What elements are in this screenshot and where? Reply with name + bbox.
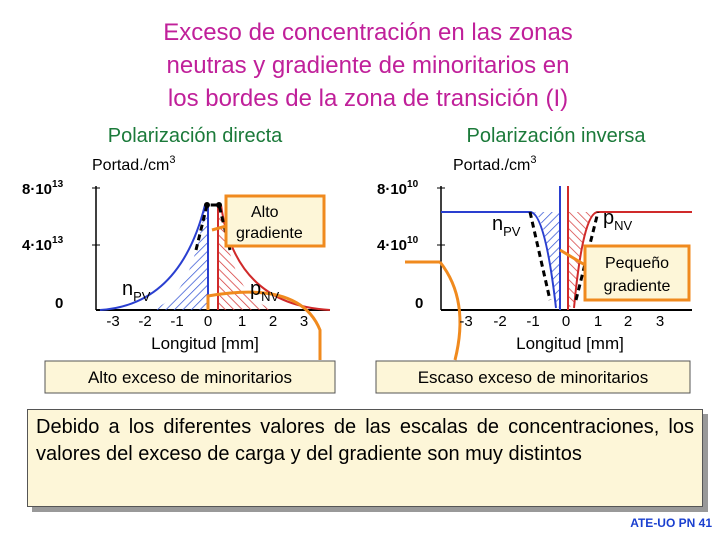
x-tick-label: -3	[106, 313, 119, 330]
title-line: Exceso de concentración en las zonas	[163, 19, 573, 46]
x-ticks: -3 -2 -1 0 1 2 3	[459, 313, 664, 330]
summary-box	[375, 360, 691, 394]
x-axis-label: Longitud [mm]	[151, 334, 259, 353]
footer: ATE-UO PN 41	[630, 516, 712, 530]
x-tick-label: 2	[269, 313, 277, 330]
x-ticks: -3 -2 -1 0 1 2 3	[106, 313, 308, 330]
panel-heading: Polarización inversa	[467, 125, 647, 147]
unit-text: Portad./cm	[453, 157, 530, 174]
tick-exp: 10	[407, 179, 419, 190]
series-label: nPV	[492, 213, 521, 239]
x-tick-label: 3	[300, 313, 308, 330]
unit-label: Portad./cm3	[92, 154, 175, 174]
y-tick-label: 0	[415, 295, 423, 312]
callout-box	[224, 194, 326, 248]
dot	[216, 202, 222, 208]
hatched-area	[150, 205, 208, 310]
title: Exceso de concentración en las zonas neu…	[163, 19, 573, 112]
x-tick-label: -1	[526, 313, 539, 330]
label-sub: NV	[614, 218, 632, 233]
title-line: los bordes de la zona de transición (I)	[168, 85, 568, 112]
x-tick-label: -2	[493, 313, 506, 330]
connector	[206, 290, 322, 360]
dot	[204, 202, 210, 208]
label-base: n	[492, 213, 503, 235]
series-label: pNV	[603, 207, 633, 233]
tick-exp: 13	[52, 235, 64, 246]
series-label: pNV	[250, 278, 280, 304]
y-tick-label: 8·1010	[377, 179, 419, 198]
y-tick-label: 0	[55, 295, 63, 312]
tick-base: 4·10	[377, 237, 407, 254]
hatched-area	[533, 212, 560, 310]
x-axis-label: Longitud [mm]	[516, 334, 624, 353]
x-tick-label: 0	[204, 313, 212, 330]
x-tick-label: 2	[624, 313, 632, 330]
x-tick-label: -1	[170, 313, 183, 330]
note: Debido a los diferentes valores de las e…	[27, 409, 703, 507]
callout-text: Alto	[251, 204, 279, 221]
callout-text: gradiente	[236, 225, 303, 242]
y-tick-label: 8·1013	[22, 179, 64, 198]
callout-box	[583, 244, 691, 302]
tick-base: 8·10	[377, 181, 407, 198]
y-tick-label: 4·1010	[377, 235, 419, 254]
x-tick-label: 1	[594, 313, 602, 330]
hatched-area	[218, 205, 275, 310]
y-ticks: 8·1013 4·1013 0	[22, 179, 64, 312]
summary-text: Escaso exceso de minoritarios	[418, 368, 649, 387]
unit-text: Portad./cm	[92, 157, 169, 174]
callout-text: gradiente	[604, 278, 671, 295]
label-sub: PV	[133, 289, 151, 304]
summary-box	[44, 360, 336, 394]
tick-exp: 10	[407, 235, 419, 246]
y-ticks: 8·1010 4·1010 0	[377, 179, 423, 312]
x-tick-label: 3	[656, 313, 664, 330]
x-tick-label: 1	[238, 313, 246, 330]
tick-base: 4·10	[22, 237, 52, 254]
left-plot: Alto gradiente nPV pNV -3 -2 -1 0 1 2 3 …	[44, 186, 336, 394]
x-tick-label: -3	[459, 313, 472, 330]
tick-base: 8·10	[22, 181, 52, 198]
y-tick-label: 4·1013	[22, 235, 64, 254]
label-sub: NV	[261, 289, 279, 304]
callout-text: Pequeño	[605, 255, 669, 272]
curve-n	[99, 204, 206, 311]
series-label: nPV	[122, 278, 151, 304]
label-sub: PV	[503, 224, 521, 239]
right-plot: Pequeño gradiente nPV pNV -3 -2 -1 0 1 2…	[375, 186, 692, 394]
summary-text: Alto exceso de minoritarios	[88, 368, 292, 387]
connector	[438, 261, 462, 361]
panel-heading: Polarización directa	[108, 125, 283, 147]
x-tick-label: 0	[562, 313, 570, 330]
tick-exp: 13	[52, 179, 64, 190]
x-tick-label: -2	[138, 313, 151, 330]
unit-exp: 3	[530, 154, 536, 166]
unit-label: Portad./cm3	[453, 154, 536, 174]
unit-exp: 3	[169, 154, 175, 166]
label-base: n	[122, 278, 133, 300]
label-base: p	[250, 278, 261, 300]
hatched-area	[568, 212, 595, 310]
title-line: neutras y gradiente de minoritarios en	[167, 52, 570, 79]
label-base: p	[603, 207, 614, 229]
connector	[405, 248, 586, 267]
